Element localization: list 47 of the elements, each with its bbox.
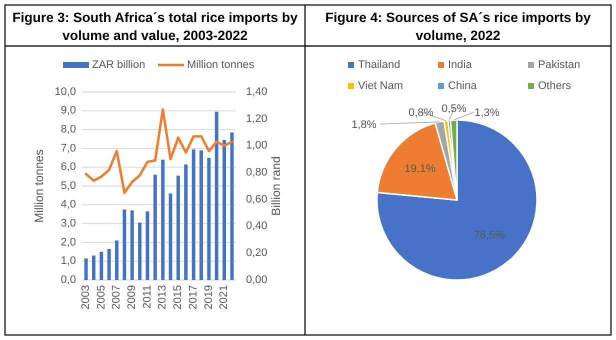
x-tick-label: 2009: [126, 285, 138, 310]
x-tick-label: 2015: [172, 285, 184, 310]
legend-label: China: [448, 80, 478, 92]
y-tick-label: 4,0: [60, 198, 76, 211]
data-label: 76,5%: [474, 229, 506, 242]
y2-tick-label: 0,20: [246, 247, 268, 260]
y2-tick-label: 0,00: [246, 274, 268, 286]
x-tick-label: 2005: [95, 285, 108, 310]
y-axis-title: Million tonnes: [32, 149, 46, 223]
legend-label: Thailand: [358, 58, 400, 71]
y-tick-label: 3,0: [60, 218, 76, 230]
x-tick-label: 2021: [218, 285, 230, 310]
y-tick-label: 9,0: [60, 104, 76, 117]
legend-label: Pakistan: [538, 58, 580, 71]
y-tick-label: 10,0: [54, 86, 76, 98]
x-tick-label: 2011: [141, 285, 154, 309]
y2-tick-label: 1,00: [246, 140, 268, 152]
legend-label: Viet Nam: [358, 80, 404, 92]
data-label: 1,3%: [474, 107, 500, 119]
y2-tick-label: 0,60: [246, 193, 268, 206]
y2-tick-label: 1,40: [246, 86, 268, 98]
data-label: 0,8%: [408, 107, 434, 119]
chart-title: Figure 3: South Africa´s total rice imports by volume and value, 2003-2022: [12, 10, 298, 43]
y-tick-label: 6,0: [60, 161, 76, 174]
y-tick-label: 0,0: [60, 274, 76, 286]
data-label: 1,8%: [351, 119, 377, 131]
data-label: 0,5%: [441, 103, 467, 115]
legend-label: Million tonnes: [187, 58, 255, 71]
data-label: 19,1%: [404, 163, 436, 176]
legend-label: India: [448, 58, 473, 71]
y-tick-label: 7,0: [60, 142, 76, 154]
y2-tick-label: 0,40: [246, 220, 268, 232]
legend-label: ZAR billion: [92, 58, 146, 71]
legend-label: Others: [538, 80, 572, 92]
x-tick-label: 2017: [187, 285, 200, 310]
x-tick-label: 2019: [202, 285, 215, 310]
chart-title: Figure 4: Sources of SA´s rice imports by volume, 2022: [325, 10, 592, 43]
x-tick-label: 2013: [156, 285, 169, 310]
y2-axis-title: Billion rand: [269, 156, 284, 216]
y-tick-label: 5,0: [60, 180, 76, 192]
y-tick-label: 8,0: [60, 124, 76, 136]
y-tick-label: 2,0: [60, 236, 76, 248]
y-tick-label: 1,0: [60, 255, 76, 268]
x-tick-label: 2007: [110, 285, 123, 310]
y2-tick-label: 1,20: [246, 112, 268, 125]
y2-tick-label: 0,80: [246, 166, 268, 178]
x-tick-label: 2003: [80, 285, 92, 310]
